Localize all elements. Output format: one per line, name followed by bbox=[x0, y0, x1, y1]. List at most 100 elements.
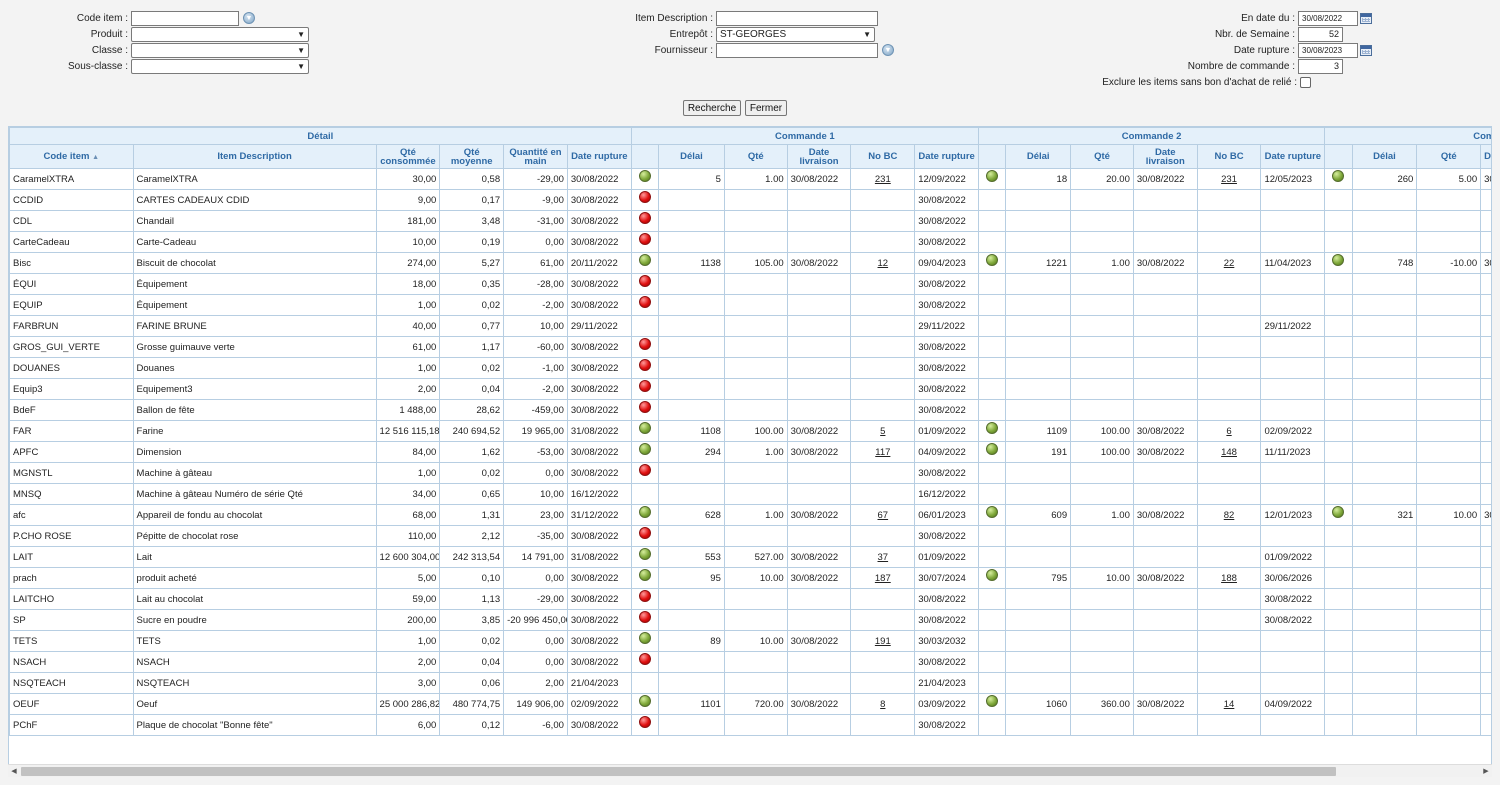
fournisseur-search-icon[interactable]: ▼ bbox=[882, 44, 894, 56]
col-header-qte-3[interactable]: Qté bbox=[1417, 145, 1481, 169]
cell-qte-moyenne: 0,04 bbox=[440, 652, 504, 673]
purchase-order-link[interactable]: 231 bbox=[1221, 174, 1237, 185]
table-row[interactable]: LAITCHO Lait au chocolat 59,00 1,13 -29,00 30… bbox=[10, 589, 1493, 610]
cell-date-rupture-1: 01/09/2022 bbox=[915, 421, 979, 442]
col-header-qte-moyenne[interactable]: Qté moyenne bbox=[440, 145, 504, 169]
fournisseur-input[interactable] bbox=[716, 43, 878, 58]
code-item-search-icon[interactable]: ▼ bbox=[243, 12, 255, 24]
table-row[interactable]: EQUIP Équipement 1,00 0,02 -2,00 30/08/2022 30… bbox=[10, 295, 1493, 316]
scroll-right-arrow-icon[interactable]: ▶ bbox=[1481, 766, 1491, 777]
col-header-no-bc-2[interactable]: No BC bbox=[1197, 145, 1261, 169]
purchase-order-link[interactable]: 12 bbox=[878, 258, 889, 269]
table-row[interactable]: Equip3 Equipement3 2,00 0,04 -2,00 30/08/2022… bbox=[10, 379, 1493, 400]
table-row[interactable]: FAR Farine 12 516 115,18 240 694,52 19 965,0… bbox=[10, 421, 1493, 442]
col-header-date-livraison-2[interactable]: Date livraison bbox=[1133, 145, 1197, 169]
nombre-commande-input[interactable]: 3 bbox=[1298, 59, 1343, 74]
table-row[interactable]: CarteCadeau Carte-Cadeau 10,00 0,19 0,00 30/0… bbox=[10, 232, 1493, 253]
col-header-no-bc-1[interactable]: No BC bbox=[851, 145, 915, 169]
purchase-order-link[interactable]: 148 bbox=[1221, 447, 1237, 458]
purchase-order-link[interactable]: 187 bbox=[875, 573, 891, 584]
table-row[interactable]: afc Appareil de fondu au chocolat 68,00 1,3… bbox=[10, 505, 1493, 526]
cell-no-bc-2 bbox=[1197, 211, 1261, 232]
cell-status-1 bbox=[631, 316, 658, 337]
scroll-left-arrow-icon[interactable]: ◀ bbox=[9, 766, 19, 777]
table-row[interactable]: MGNSTL Machine à gâteau 1,00 0,02 0,00 30/08/… bbox=[10, 463, 1493, 484]
cell-date-rupture-2 bbox=[1261, 526, 1325, 547]
table-row[interactable]: MNSQ Machine à gâteau Numéro de série Qté… bbox=[10, 484, 1493, 505]
cell-qte-moyenne: 1,17 bbox=[440, 337, 504, 358]
purchase-order-link[interactable]: 231 bbox=[875, 174, 891, 185]
purchase-order-link[interactable]: 188 bbox=[1221, 573, 1237, 584]
col-header-date-rupture[interactable]: Date rupture bbox=[567, 145, 631, 169]
purchase-order-link[interactable]: 8 bbox=[880, 699, 885, 710]
table-row[interactable]: CaramelXTRA CaramelXTRA 30,00 0,58 -29,00 30/… bbox=[10, 169, 1493, 190]
col-header-date-livraison-1[interactable]: Date livraison bbox=[787, 145, 851, 169]
col-header-delai-3[interactable]: Délai bbox=[1352, 145, 1417, 169]
table-row[interactable]: P.CHO ROSE Pépitte de chocolat rose 110,00… bbox=[10, 526, 1493, 547]
col-header-qte-1[interactable]: Qté bbox=[724, 145, 787, 169]
cell-delai-3 bbox=[1352, 610, 1417, 631]
item-description-input[interactable] bbox=[716, 11, 878, 26]
col-header-qte-2[interactable]: Qté bbox=[1071, 145, 1134, 169]
cell-qte-1 bbox=[724, 463, 787, 484]
purchase-order-link[interactable]: 22 bbox=[1224, 258, 1235, 269]
table-row[interactable]: BdeF Ballon de fête 1 488,00 28,62 -459,00 30… bbox=[10, 400, 1493, 421]
table-row[interactable]: DOUANES Douanes 1,00 0,02 -1,00 30/08/2022 30/… bbox=[10, 358, 1493, 379]
calendar-icon[interactable] bbox=[1360, 13, 1372, 24]
recherche-button[interactable]: Recherche bbox=[683, 100, 741, 116]
fermer-button[interactable]: Fermer bbox=[745, 100, 787, 116]
scrollbar-thumb[interactable] bbox=[21, 767, 1336, 776]
purchase-order-link[interactable]: 191 bbox=[875, 636, 891, 647]
cell-qte-consommee: 34,00 bbox=[376, 484, 440, 505]
exclure-checkbox[interactable] bbox=[1300, 77, 1311, 88]
col-header-date-rupture-2[interactable]: Date rupture bbox=[1261, 145, 1325, 169]
table-row[interactable]: CCDID CARTES CADEAUX CDID 9,00 0,17 -9,00 30/… bbox=[10, 190, 1493, 211]
classe-select[interactable]: ▼ bbox=[131, 43, 309, 58]
table-row[interactable]: TETS TETS 1,00 0,02 0,00 30/08/2022 89 10.00 30/… bbox=[10, 631, 1493, 652]
calendar-icon[interactable] bbox=[1360, 45, 1372, 56]
produit-select[interactable]: ▼ bbox=[131, 27, 309, 42]
table-row[interactable]: prach produit acheté 5,00 0,10 0,00 30/08/202… bbox=[10, 568, 1493, 589]
purchase-order-link[interactable]: 14 bbox=[1224, 699, 1235, 710]
table-row[interactable]: SP Sucre en poudre 200,00 3,85 -20 996 450,0… bbox=[10, 610, 1493, 631]
purchase-order-link[interactable]: 82 bbox=[1224, 510, 1235, 521]
col-header-date-rupture-1[interactable]: Date rupture bbox=[915, 145, 979, 169]
cell-status-2 bbox=[978, 274, 1005, 295]
cell-date-livraison-2 bbox=[1133, 190, 1197, 211]
purchase-order-link[interactable]: 37 bbox=[878, 552, 889, 563]
table-row[interactable]: FARBRUN FARINE BRUNE 40,00 0,77 10,00 29/11/2… bbox=[10, 316, 1493, 337]
table-row[interactable]: NSACH NSACH 2,00 0,04 0,00 30/08/2022 30/08/20… bbox=[10, 652, 1493, 673]
table-row[interactable]: OEUF Oeuf 25 000 286,82 480 774,75 149 906,0… bbox=[10, 694, 1493, 715]
horizontal-scrollbar[interactable]: ◀ ▶ bbox=[8, 764, 1492, 777]
col-header-delai-1[interactable]: Délai bbox=[659, 145, 725, 169]
col-header-code-item[interactable]: Code item ▲ bbox=[10, 145, 134, 169]
purchase-order-link[interactable]: 67 bbox=[878, 510, 889, 521]
col-header-qte-consommee[interactable]: Qté consommée bbox=[376, 145, 440, 169]
code-item-input[interactable] bbox=[131, 11, 239, 26]
nbr-semaine-input[interactable]: 52 bbox=[1298, 27, 1343, 42]
col-header-quantite-en-main[interactable]: Quantité en main bbox=[504, 145, 568, 169]
cell-status-3 bbox=[1325, 673, 1352, 694]
cell-quantite-en-main: 2,00 bbox=[504, 673, 568, 694]
col-header-date-livraison-3[interactable]: Da livra bbox=[1481, 145, 1492, 169]
purchase-order-link[interactable]: 6 bbox=[1226, 426, 1231, 437]
status-ok-icon bbox=[1332, 506, 1344, 518]
entrepot-select[interactable]: ST-GEORGES ▼ bbox=[716, 27, 875, 42]
date-rupture-input[interactable]: 30/08/2023 bbox=[1298, 43, 1358, 58]
table-row[interactable]: APFC Dimension 84,00 1,62 -53,00 30/08/2022 29… bbox=[10, 442, 1493, 463]
table-row[interactable]: Bisc Biscuit de chocolat 274,00 5,27 61,00 20… bbox=[10, 253, 1493, 274]
table-row[interactable]: LAIT Lait 12 600 304,00 242 313,54 14 791,00… bbox=[10, 547, 1493, 568]
purchase-order-link[interactable]: 5 bbox=[880, 426, 885, 437]
table-row[interactable]: NSQTEACH NSQTEACH 3,00 0,06 2,00 21/04/2023 21… bbox=[10, 673, 1493, 694]
col-header-item-description[interactable]: Item Description bbox=[133, 145, 376, 169]
purchase-order-link[interactable]: 117 bbox=[875, 447, 890, 458]
en-date-du-input[interactable]: 30/08/2022 bbox=[1298, 11, 1358, 26]
table-row[interactable]: ÉQUI Équipement 18,00 0,35 -28,00 30/08/2022 3… bbox=[10, 274, 1493, 295]
cell-quantite-en-main: -60,00 bbox=[504, 337, 568, 358]
cell-qte-1 bbox=[724, 589, 787, 610]
sous-classe-select[interactable]: ▼ bbox=[131, 59, 309, 74]
table-row[interactable]: GROS_GUI_VERTE Grosse guimauve verte 61,00… bbox=[10, 337, 1493, 358]
table-row[interactable]: PChF Plaque de chocolat "Bonne fête" 6,00 0… bbox=[10, 715, 1493, 736]
table-row[interactable]: CDL Chandail 181,00 3,48 -31,00 30/08/2022 30/… bbox=[10, 211, 1493, 232]
col-header-delai-2[interactable]: Délai bbox=[1006, 145, 1071, 169]
